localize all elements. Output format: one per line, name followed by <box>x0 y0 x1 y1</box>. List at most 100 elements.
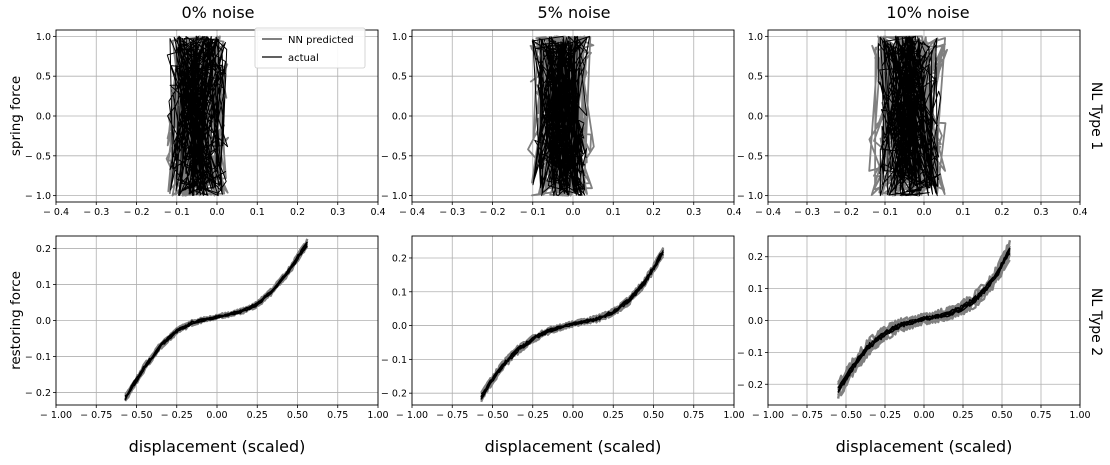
y-tick-label: 0.0 <box>36 316 51 327</box>
series-actual <box>480 251 664 395</box>
series-group <box>165 35 229 197</box>
x-tick-label: − 0.25 <box>161 410 193 421</box>
x-tick-label: 1.00 <box>367 410 388 421</box>
x-axis-label: displacement (scaled) <box>836 437 1013 456</box>
series-group <box>837 240 1011 399</box>
plot-frame <box>767 235 1081 406</box>
x-tick-label: 0.00 <box>206 410 227 421</box>
row-label-1: NL Type 2 <box>1088 288 1104 356</box>
y-tick-label: − 0.5 <box>737 151 763 162</box>
x-tick-label: − 0.3 <box>439 207 465 218</box>
y-tick-label: − 0.2 <box>737 380 763 391</box>
legend-box <box>254 27 366 69</box>
x-tick-label: 0.3 <box>330 207 345 218</box>
series-actual <box>480 250 664 398</box>
x-tick-label: 0.4 <box>726 207 741 218</box>
x-tick-label: 0.1 <box>955 207 970 218</box>
x-tick-label: 0.2 <box>646 207 661 218</box>
x-axis-label: displacement (scaled) <box>485 437 662 456</box>
x-tick-label: 0.0 <box>916 207 931 218</box>
series-group <box>480 247 665 403</box>
x-tick-label: 0.00 <box>913 410 934 421</box>
x-tick-label: − 0.1 <box>872 207 898 218</box>
y-tick-label: 0.2 <box>36 244 51 255</box>
y-tick-label: − 0.2 <box>381 389 407 400</box>
y-tick-label: 0.1 <box>748 284 763 295</box>
x-tick-label: 0.75 <box>683 410 704 421</box>
y-tick-label: − 0.1 <box>25 352 51 363</box>
y-tick-label: 0.0 <box>748 316 763 327</box>
x-tick-label: 0.3 <box>1033 207 1048 218</box>
series-actual <box>124 241 308 401</box>
x-tick-label: − 0.25 <box>517 410 549 421</box>
panels: − 0.4 − 0.3 − 0.2 − 0.1 0.0 0.1 0.2 0.3 0.4 − 1.0… <box>8 29 1091 456</box>
x-tick-label: − 0.4 <box>399 207 425 218</box>
x-tick-label: − 1.00 <box>396 410 428 421</box>
plot-frame <box>411 29 735 203</box>
y-tick-label: 0.5 <box>748 72 763 83</box>
x-tick-label: − 0.2 <box>123 207 149 218</box>
y-tick-label: − 0.2 <box>25 388 51 399</box>
x-tick-label: − 0.1 <box>520 207 546 218</box>
x-tick-label: − 0.25 <box>869 410 901 421</box>
y-tick-label: 1.0 <box>392 32 407 43</box>
series-group <box>527 35 595 197</box>
series-actual <box>166 35 229 197</box>
y-axis-label: spring force <box>8 76 24 156</box>
x-tick-label: − 0.75 <box>80 410 112 421</box>
y-tick-label: − 0.1 <box>737 348 763 359</box>
x-tick-label: 0.50 <box>287 410 308 421</box>
x-tick-label: 0.75 <box>1030 410 1051 421</box>
x-tick-label: 0.0 <box>209 207 224 218</box>
y-tick-label: − 0.5 <box>381 151 407 162</box>
series-nn-predicted <box>837 240 1011 383</box>
x-tick-label: 0.1 <box>250 207 265 218</box>
x-tick-label: − 0.75 <box>791 410 823 421</box>
legend-label-predicted: NN predicted <box>288 35 354 46</box>
series-group <box>868 35 948 197</box>
x-tick-label: − 0.3 <box>794 207 820 218</box>
x-tick-label: 0.4 <box>370 207 385 218</box>
panel-0-1: − 0.4 − 0.3 − 0.2 − 0.1 0.0 0.1 0.2 0.3 0.4 − 1.0… <box>381 29 742 218</box>
x-tick-label: − 0.4 <box>755 207 781 218</box>
x-tick-label: 0.3 <box>686 207 701 218</box>
x-tick-label: − 0.50 <box>476 410 508 421</box>
x-tick-label: 0.50 <box>991 410 1012 421</box>
y-tick-label: − 1.0 <box>737 191 763 202</box>
y-tick-label: − 0.1 <box>381 355 407 366</box>
x-tick-label: 0.25 <box>247 410 268 421</box>
y-tick-label: 0.1 <box>36 280 51 291</box>
plot-frame <box>55 235 379 406</box>
y-tick-label: 0.0 <box>392 112 407 123</box>
panel-1-2: − 1.00 − 0.75 − 0.50 − 0.25 0.00 0.25 0.50 0.75… <box>737 235 1091 456</box>
y-tick-label: 0.0 <box>392 321 407 332</box>
panel-1-1: − 1.00 − 0.75 − 0.50 − 0.25 0.00 0.25 0.50 0.75… <box>381 235 745 456</box>
y-axis-label: restoring force <box>8 271 24 370</box>
x-tick-label: − 0.2 <box>479 207 505 218</box>
x-tick-label: − 0.1 <box>164 207 190 218</box>
panel-1-0: − 1.00 − 0.75 − 0.50 − 0.25 0.00 0.25 0.50 0.75… <box>8 235 389 456</box>
y-tick-label: − 1.0 <box>381 191 407 202</box>
x-tick-label: − 0.50 <box>830 410 862 421</box>
x-tick-label: 0.1 <box>606 207 621 218</box>
row-label-0: NL Type 1 <box>1088 82 1104 150</box>
x-tick-label: 1.00 <box>1069 410 1090 421</box>
x-tick-label: − 1.00 <box>40 410 72 421</box>
x-tick-label: − 0.75 <box>436 410 468 421</box>
x-axis-label: displacement (scaled) <box>129 437 306 456</box>
x-tick-label: − 0.2 <box>833 207 859 218</box>
panel-0-2: − 0.4 − 0.3 − 0.2 − 0.1 0.0 0.1 0.2 0.3 0.4 − 1.0… <box>737 29 1088 218</box>
column-title-0: 0% noise <box>181 3 254 22</box>
x-tick-label: 0.50 <box>643 410 664 421</box>
series-group <box>124 238 309 402</box>
y-tick-label: 0.2 <box>392 253 407 264</box>
y-tick-label: − 0.5 <box>25 151 51 162</box>
x-tick-label: 0.0 <box>565 207 580 218</box>
y-tick-label: 0.5 <box>36 72 51 83</box>
x-tick-label: 0.2 <box>994 207 1009 218</box>
y-tick-label: 1.0 <box>748 32 763 43</box>
y-tick-label: 0.0 <box>36 112 51 123</box>
x-tick-label: − 0.50 <box>120 410 152 421</box>
plot-frame <box>55 29 379 203</box>
y-tick-label: 0.2 <box>748 252 763 263</box>
